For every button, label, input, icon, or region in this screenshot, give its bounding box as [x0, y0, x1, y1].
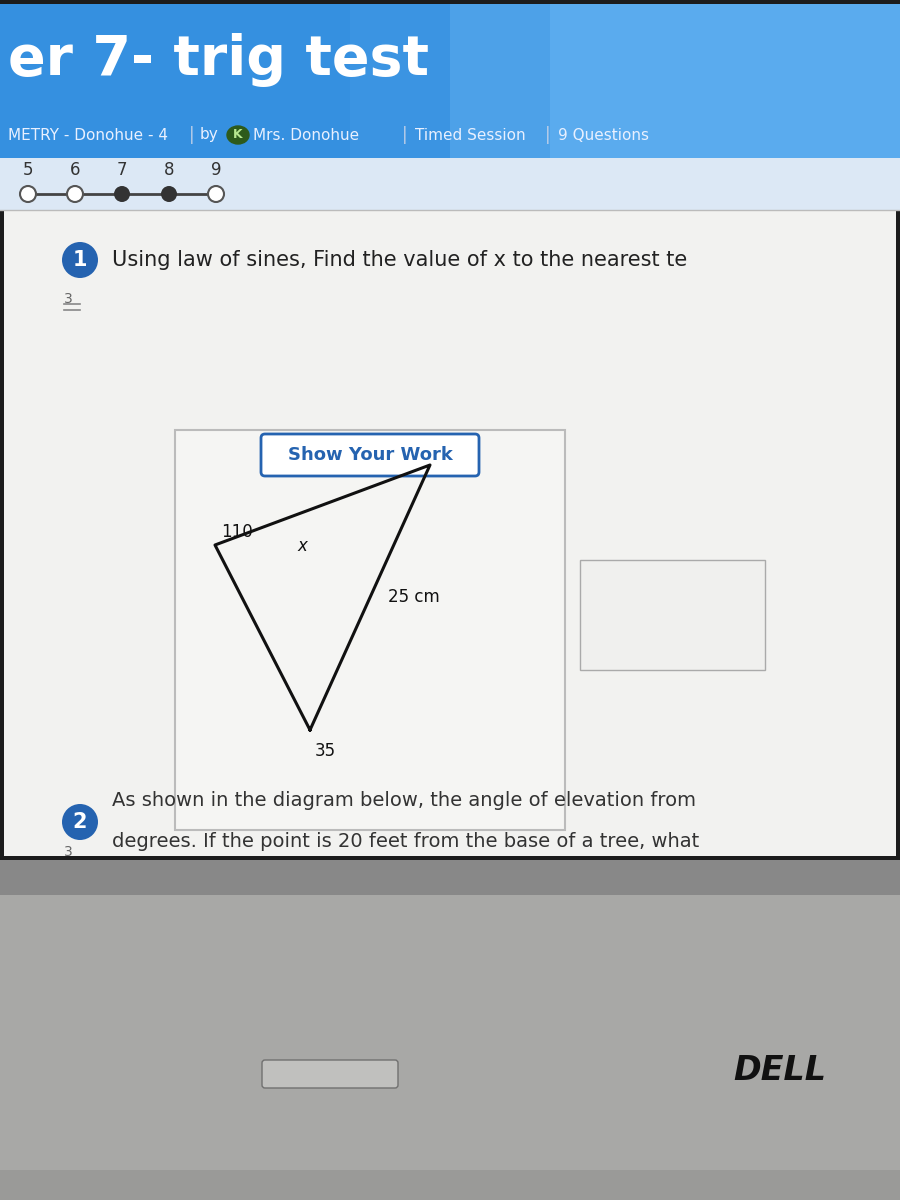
Text: Mrs. Donohue: Mrs. Donohue [253, 127, 359, 143]
Text: 110: 110 [221, 523, 253, 541]
Text: |: | [189, 126, 194, 144]
Text: Show Your Work: Show Your Work [288, 446, 453, 464]
Bar [0, 158, 900, 210]
FancyBboxPatch shape [261, 434, 479, 476]
Text: x: x [298, 538, 308, 554]
Bar [4, 4, 896, 856]
Bar [350, 4, 550, 158]
Text: 7: 7 [117, 161, 127, 179]
Circle shape [208, 186, 224, 202]
Bar [580, 560, 765, 670]
Text: 35: 35 [315, 742, 336, 760]
Text: by: by [200, 127, 219, 143]
Text: degrees. If the point is 20 feet from the base of a tree, what: degrees. If the point is 20 feet from th… [112, 832, 699, 851]
Text: 9 Questions: 9 Questions [558, 127, 649, 143]
Ellipse shape [227, 126, 249, 144]
Bar [0, 860, 900, 905]
Bar [0, 890, 900, 1200]
Circle shape [62, 804, 98, 840]
Bar [450, 4, 900, 158]
FancyBboxPatch shape [262, 1060, 398, 1088]
Text: K: K [233, 128, 243, 142]
Text: 5: 5 [22, 161, 33, 179]
Text: 1: 1 [73, 250, 87, 270]
Bar [0, 0, 900, 860]
Bar [0, 860, 900, 895]
Text: Timed Session: Timed Session [415, 127, 526, 143]
Text: As shown in the diagram below, the angle of elevation from: As shown in the diagram below, the angle… [112, 791, 696, 810]
Text: 3: 3 [64, 292, 73, 306]
Text: Using law of sines, Find the value of x to the nearest te: Using law of sines, Find the value of x … [112, 250, 688, 270]
Text: 6: 6 [70, 161, 80, 179]
Bar [4, 211, 896, 856]
Text: 25 cm: 25 cm [388, 588, 440, 606]
Circle shape [67, 186, 83, 202]
Bar [0, 4, 900, 158]
Circle shape [161, 186, 177, 202]
Text: 8: 8 [164, 161, 175, 179]
Text: er 7- trig test: er 7- trig test [8, 32, 429, 86]
Circle shape [20, 186, 36, 202]
Text: 3: 3 [64, 845, 73, 859]
Text: |: | [402, 126, 408, 144]
Bar [0, 895, 900, 1170]
Text: |: | [545, 126, 551, 144]
Circle shape [62, 242, 98, 278]
Circle shape [114, 186, 130, 202]
Text: METRY - Donohue - 4: METRY - Donohue - 4 [8, 127, 168, 143]
Bar [175, 430, 565, 830]
Text: 2: 2 [73, 812, 87, 832]
Text: DELL: DELL [734, 1054, 826, 1086]
Text: 9: 9 [211, 161, 221, 179]
